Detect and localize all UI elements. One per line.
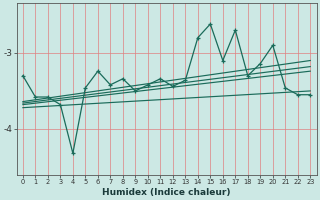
- X-axis label: Humidex (Indice chaleur): Humidex (Indice chaleur): [102, 188, 231, 197]
